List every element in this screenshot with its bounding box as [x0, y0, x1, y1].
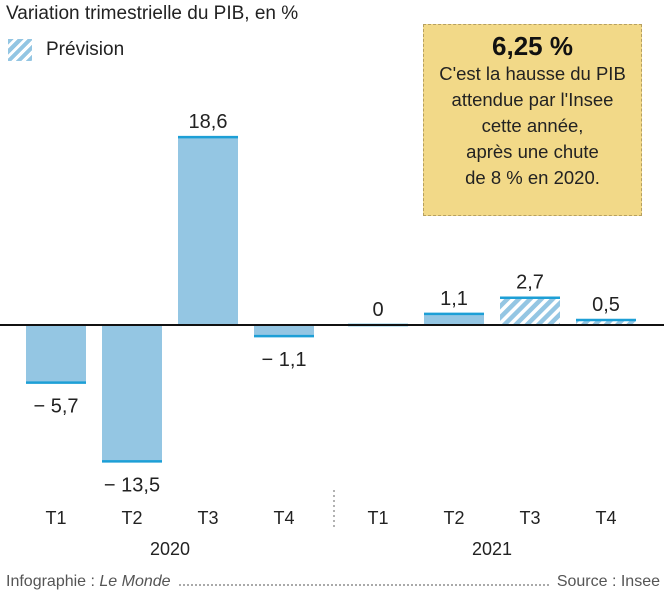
bar-value-label: 1,1 — [440, 288, 468, 310]
year-label: 2020 — [150, 539, 190, 559]
legend-hatch-swatch — [8, 39, 32, 61]
bar-value-label: 18,6 — [189, 111, 228, 133]
callout-line: attendue par l'Insee — [451, 89, 614, 110]
bar-value-label: 0 — [372, 299, 383, 321]
footer: Infographie : Le Monde Source : Insee — [6, 573, 660, 591]
bar-2020-t1 — [26, 325, 86, 383]
callout-line: de 8 % en 2020. — [465, 167, 600, 188]
bar-2021-t2 — [424, 313, 484, 325]
bar-value-label: − 13,5 — [104, 474, 160, 496]
credit: Infographie : Le Monde — [6, 573, 171, 591]
bar-value-label: 0,5 — [592, 294, 620, 316]
chart-title: Variation trimestrielle du PIB, en % — [6, 3, 299, 24]
callout-text: C'est la hausse du PIB attendue par l'In… — [424, 61, 641, 191]
category-label: T3 — [519, 508, 540, 528]
category-label: T1 — [367, 508, 388, 528]
legend-label-forecast: Prévision — [46, 39, 125, 60]
credit-name: Le Monde — [99, 573, 171, 590]
year-label: 2021 — [472, 539, 512, 559]
credit-prefix: Infographie : — [6, 573, 100, 590]
bar-2021-t3 — [500, 297, 560, 325]
category-label: T4 — [595, 508, 616, 528]
category-label: T2 — [121, 508, 142, 528]
bar-value-label: 2,7 — [516, 272, 544, 294]
callout-line: C'est la hausse du PIB — [439, 63, 626, 84]
legend: Prévision — [8, 38, 124, 62]
source: Source : Insee — [556, 573, 660, 590]
callout-value: 6,25 % — [492, 31, 573, 61]
highlight-callout: 6,25 % C'est la hausse du PIB attendue p… — [423, 24, 642, 216]
bar-value-label: − 1,1 — [261, 349, 306, 371]
bar-2021-t4 — [576, 319, 636, 325]
bar-2020-t2 — [102, 325, 162, 462]
bar-value-label: − 5,7 — [33, 396, 78, 418]
footer-dotted-rule — [178, 584, 549, 586]
category-label: T2 — [443, 508, 464, 528]
callout-line: après une chute — [466, 141, 599, 162]
callout-line: cette année, — [481, 115, 584, 136]
category-label: T4 — [273, 508, 294, 528]
category-label: T3 — [197, 508, 218, 528]
bar-2020-t4 — [254, 325, 314, 337]
bar-2020-t3 — [178, 137, 238, 325]
category-label: T1 — [45, 508, 66, 528]
